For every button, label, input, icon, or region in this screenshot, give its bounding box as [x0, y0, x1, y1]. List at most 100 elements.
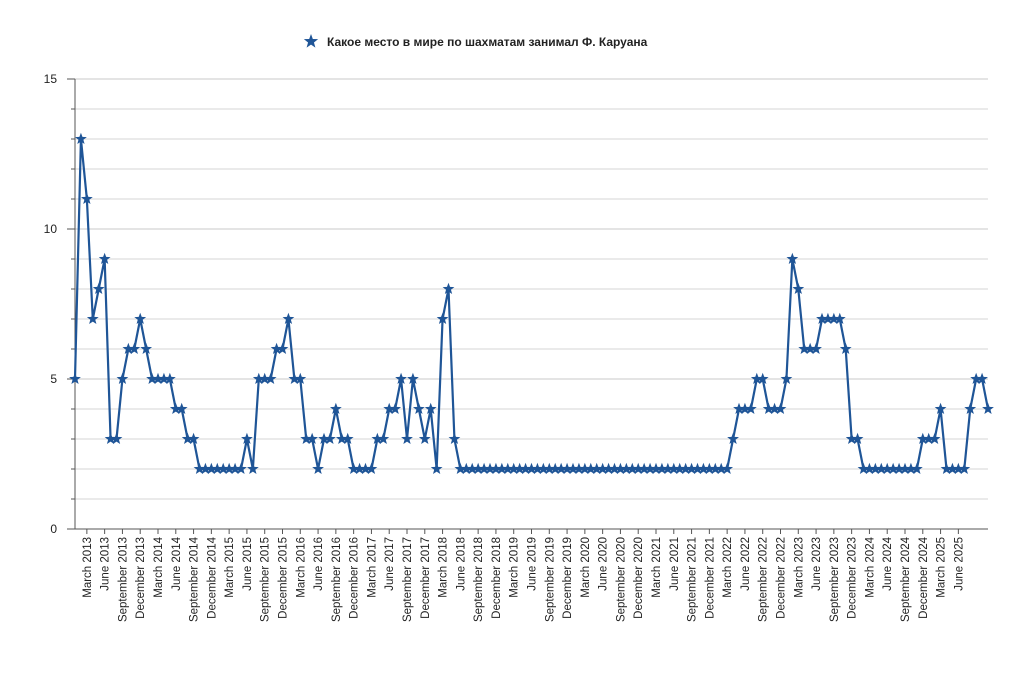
x-tick-label: June 2019 — [527, 537, 539, 591]
x-tick-label: June 2016 — [313, 537, 325, 591]
data-point-star — [158, 372, 170, 385]
data-point-star — [466, 462, 479, 475]
data-point-star — [389, 402, 402, 415]
data-point-star — [887, 462, 900, 475]
data-point-star — [845, 432, 858, 445]
data-point-star — [650, 462, 662, 475]
data-point-star — [780, 372, 793, 385]
data-point-star — [442, 282, 455, 295]
data-point-star — [329, 402, 342, 415]
data-point-star — [970, 372, 983, 385]
data-point-star — [163, 372, 176, 385]
data-point-star — [430, 462, 443, 475]
x-tick-label: December 2023 — [847, 537, 859, 619]
x-tick-label: September 2023 — [829, 537, 841, 622]
x-tick-label: June 2023 — [811, 537, 823, 591]
data-point-star — [774, 402, 787, 415]
data-point-star — [727, 432, 739, 445]
data-point-star — [495, 462, 508, 475]
data-point-star — [436, 312, 449, 325]
data-point-star — [134, 312, 147, 325]
data-point-star — [881, 462, 894, 475]
x-tick-label: December 2014 — [206, 536, 218, 618]
data-point-star — [768, 402, 781, 415]
data-point-star — [110, 432, 123, 445]
y-tick-label: 10 — [44, 222, 58, 236]
data-point-star — [685, 462, 698, 475]
x-tick-label: March 2020 — [580, 537, 592, 598]
legend-star-marker — [303, 34, 319, 48]
x-tick-label: June 2018 — [455, 537, 467, 591]
data-point-star — [341, 432, 354, 445]
x-tick-label: June 2017 — [384, 537, 396, 591]
data-point-star — [484, 462, 496, 475]
data-point-star — [365, 462, 378, 475]
data-point-star — [288, 372, 301, 385]
data-point-star — [703, 462, 716, 475]
data-point-star — [928, 432, 941, 445]
data-point-star — [98, 252, 111, 265]
data-point-star — [667, 462, 680, 475]
y-tick-label: 5 — [50, 372, 57, 386]
data-point-star — [946, 462, 959, 475]
x-tick-label: June 2015 — [242, 537, 254, 591]
data-point-star — [401, 432, 413, 445]
data-point-star — [549, 462, 562, 475]
data-point-star — [632, 462, 645, 475]
data-point-star — [584, 462, 597, 475]
x-tick-label: December 2018 — [491, 537, 503, 619]
data-point-star — [472, 462, 485, 475]
legend: Какое место в мире по шахматам занимал Ф… — [303, 34, 648, 49]
data-point-star — [92, 282, 105, 295]
data-point-star — [418, 432, 431, 445]
data-point-star — [851, 432, 864, 445]
data-point-star — [513, 462, 526, 475]
data-point-star — [175, 402, 188, 415]
data-point-star — [448, 432, 461, 445]
data-point-star — [916, 432, 929, 445]
data-point-star — [241, 432, 253, 445]
data-point-star — [958, 462, 971, 475]
data-point-star — [590, 462, 603, 475]
data-point-star — [246, 462, 259, 475]
data-point-star — [922, 432, 935, 445]
data-point-star — [555, 462, 568, 475]
x-tick-label: September 2016 — [331, 537, 343, 622]
data-point-star — [638, 462, 651, 475]
x-tick-label: March 2015 — [224, 537, 236, 598]
data-point-star — [952, 462, 965, 475]
x-tick-label: June 2022 — [740, 537, 752, 591]
data-point-star — [282, 312, 295, 325]
data-point-star — [146, 372, 158, 385]
data-point-star — [454, 462, 467, 475]
data-point-star — [80, 192, 93, 205]
data-point-star — [982, 402, 994, 415]
data-point-star — [211, 462, 224, 475]
x-tick-label: March 2022 — [722, 537, 734, 598]
data-point-star — [893, 462, 905, 475]
data-point-star — [69, 372, 81, 385]
data-point-star — [964, 402, 977, 415]
series-line-group — [73, 137, 990, 471]
y-axis-ticks: 0 5 10 15 — [44, 72, 75, 536]
data-point-star — [122, 342, 135, 355]
data-point-star — [353, 462, 366, 475]
data-point-star — [934, 402, 947, 415]
data-point-star — [412, 402, 425, 415]
data-point-star — [229, 462, 241, 475]
x-tick-label: September 2013 — [117, 537, 129, 622]
series-markers — [69, 132, 994, 475]
data-point-star — [869, 462, 882, 475]
data-point-star — [827, 312, 840, 325]
x-tick-label: March 2024 — [864, 536, 876, 597]
axes — [74, 79, 988, 530]
data-point-star — [644, 462, 656, 475]
data-point-star — [608, 462, 621, 475]
data-point-star — [567, 462, 579, 475]
data-point-star — [223, 462, 236, 475]
data-point-star — [507, 462, 520, 475]
data-point-star — [596, 462, 609, 475]
data-point-star — [833, 312, 846, 325]
data-point-star — [525, 462, 538, 475]
data-point-star — [276, 342, 289, 355]
